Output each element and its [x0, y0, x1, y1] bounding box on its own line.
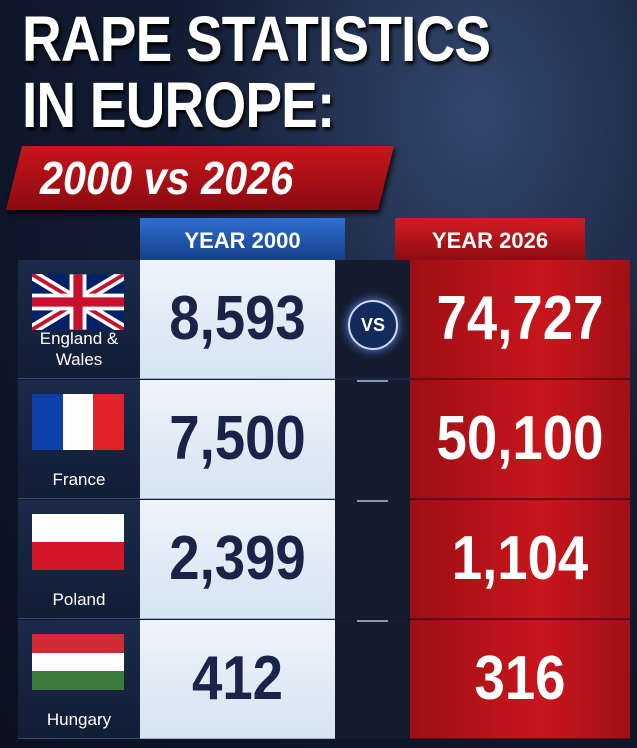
country-name: France	[52, 470, 106, 489]
year-2000-cell: 7,500	[140, 380, 335, 499]
table-row: Poland 2,399 1,104	[18, 500, 630, 619]
subtitle: 2000 vs 2026	[40, 152, 294, 204]
year-2026-cell: 50,100	[410, 380, 630, 499]
year-2026-cell: 316	[410, 620, 630, 739]
flag	[32, 634, 124, 695]
flag	[29, 269, 127, 335]
dash	[357, 500, 388, 502]
country-cell: England & Wales	[18, 260, 140, 379]
country-name: England & Wales	[39, 329, 119, 369]
value: 7,500	[169, 404, 306, 473]
value: 2,399	[169, 524, 306, 593]
column-header: YEAR 2000	[140, 218, 345, 260]
value: 412	[191, 644, 284, 713]
dash	[357, 380, 388, 382]
divider	[335, 380, 410, 498]
year-2000-cell: 2,399	[140, 500, 335, 619]
year-2000-cell: 8,593	[140, 260, 335, 379]
year-2026-cell: 74,727	[410, 260, 630, 379]
table-row: Hungary 412 316	[18, 620, 630, 739]
year-2026-cell: 1,104	[410, 500, 630, 619]
divider	[335, 620, 410, 738]
table-row: France 7,500 50,100	[18, 380, 630, 499]
year-2000-cell: 412	[140, 620, 335, 739]
flag	[32, 514, 124, 575]
table-row: England & Wales 8,593 74,727 VS	[18, 260, 630, 379]
country-name: Hungary	[46, 710, 112, 729]
country-name: Poland	[52, 590, 106, 609]
column-header: YEAR 2026	[395, 218, 585, 260]
title-line: RAPE STATISTICS	[22, 3, 491, 75]
value: 316	[474, 644, 566, 713]
value: 50,100	[436, 404, 604, 473]
country-cell: France	[18, 380, 140, 499]
country-cell: Poland	[18, 500, 140, 619]
vs-badge: VS	[348, 300, 398, 350]
divider	[335, 500, 410, 618]
title-line: IN EUROPE:	[22, 69, 335, 141]
dash	[357, 620, 388, 622]
value: 8,593	[169, 284, 306, 353]
country-cell: Hungary	[18, 620, 140, 739]
flag	[32, 394, 124, 455]
value: 74,727	[436, 284, 604, 353]
value: 1,104	[451, 524, 589, 593]
